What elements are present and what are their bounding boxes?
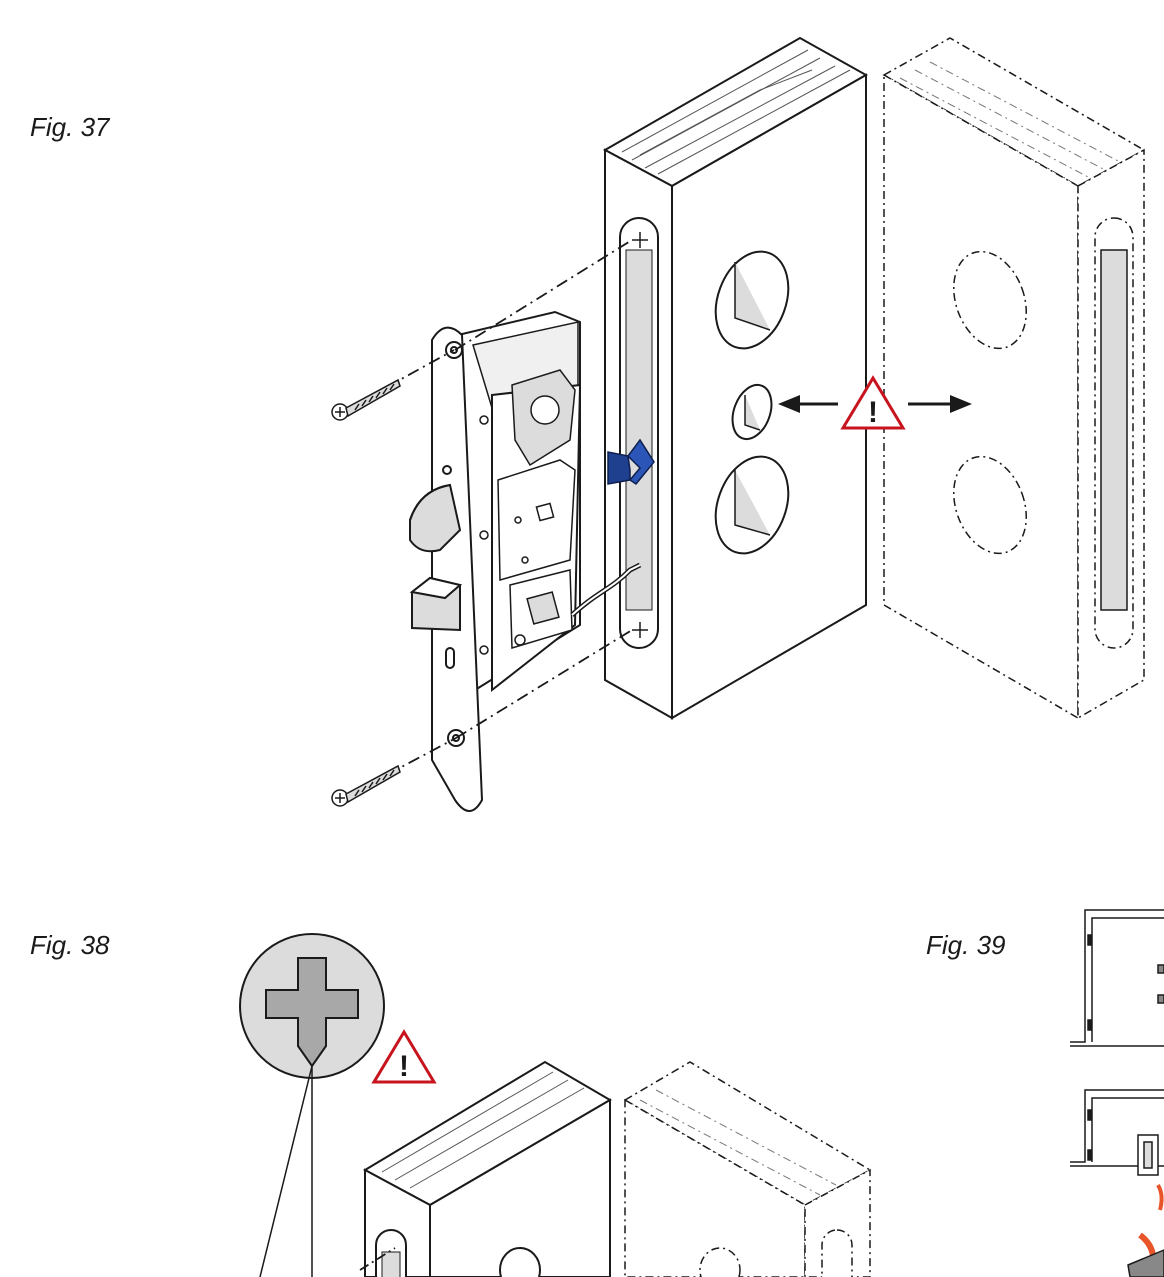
alignment-line [359, 1247, 396, 1271]
fig-37-label: Fig. 37 [30, 112, 110, 142]
double-arrow [778, 395, 972, 413]
screw-icon [331, 378, 401, 421]
fig-39-label: Fig. 39 [926, 930, 1006, 960]
door-holes [714, 250, 790, 555]
screw-icon [331, 764, 401, 807]
warning-symbol: ! [868, 396, 878, 429]
warning-triangle-icon: ! [371, 1029, 437, 1084]
lock-cable-inner [571, 564, 641, 616]
fig-38-diagram: ! [239, 933, 872, 1277]
lock-case [456, 310, 582, 693]
fig-39-diagram [1070, 909, 1164, 1277]
wood-grain [621, 49, 851, 175]
phillips-cross-icon [239, 933, 385, 1079]
alignment-lines [344, 239, 633, 798]
orange-accent [1127, 1232, 1164, 1277]
fig-37-diagram: ! [331, 36, 1146, 812]
door-block-dashed [882, 37, 1146, 720]
lock-faceplate [431, 326, 484, 812]
fig-38-label: Fig. 38 [30, 930, 110, 960]
magnify-pointer [259, 1065, 313, 1277]
door-block-dashed-top [882, 37, 1146, 187]
door-block-solid-2 [362, 1060, 612, 1277]
dead-bolt [409, 576, 463, 632]
door-frame-2 [1070, 1089, 1164, 1211]
door-block-dashed-2 [623, 1061, 872, 1277]
door-block-dashed-front [883, 73, 1079, 720]
mortise-slot [619, 217, 659, 649]
latch-bolt [409, 483, 462, 553]
door-frame-1 [1070, 909, 1164, 1047]
warning-triangle-icon: ! [840, 375, 906, 430]
warning-symbol: ! [399, 1050, 409, 1083]
insertion-arrow-icon [607, 438, 655, 486]
